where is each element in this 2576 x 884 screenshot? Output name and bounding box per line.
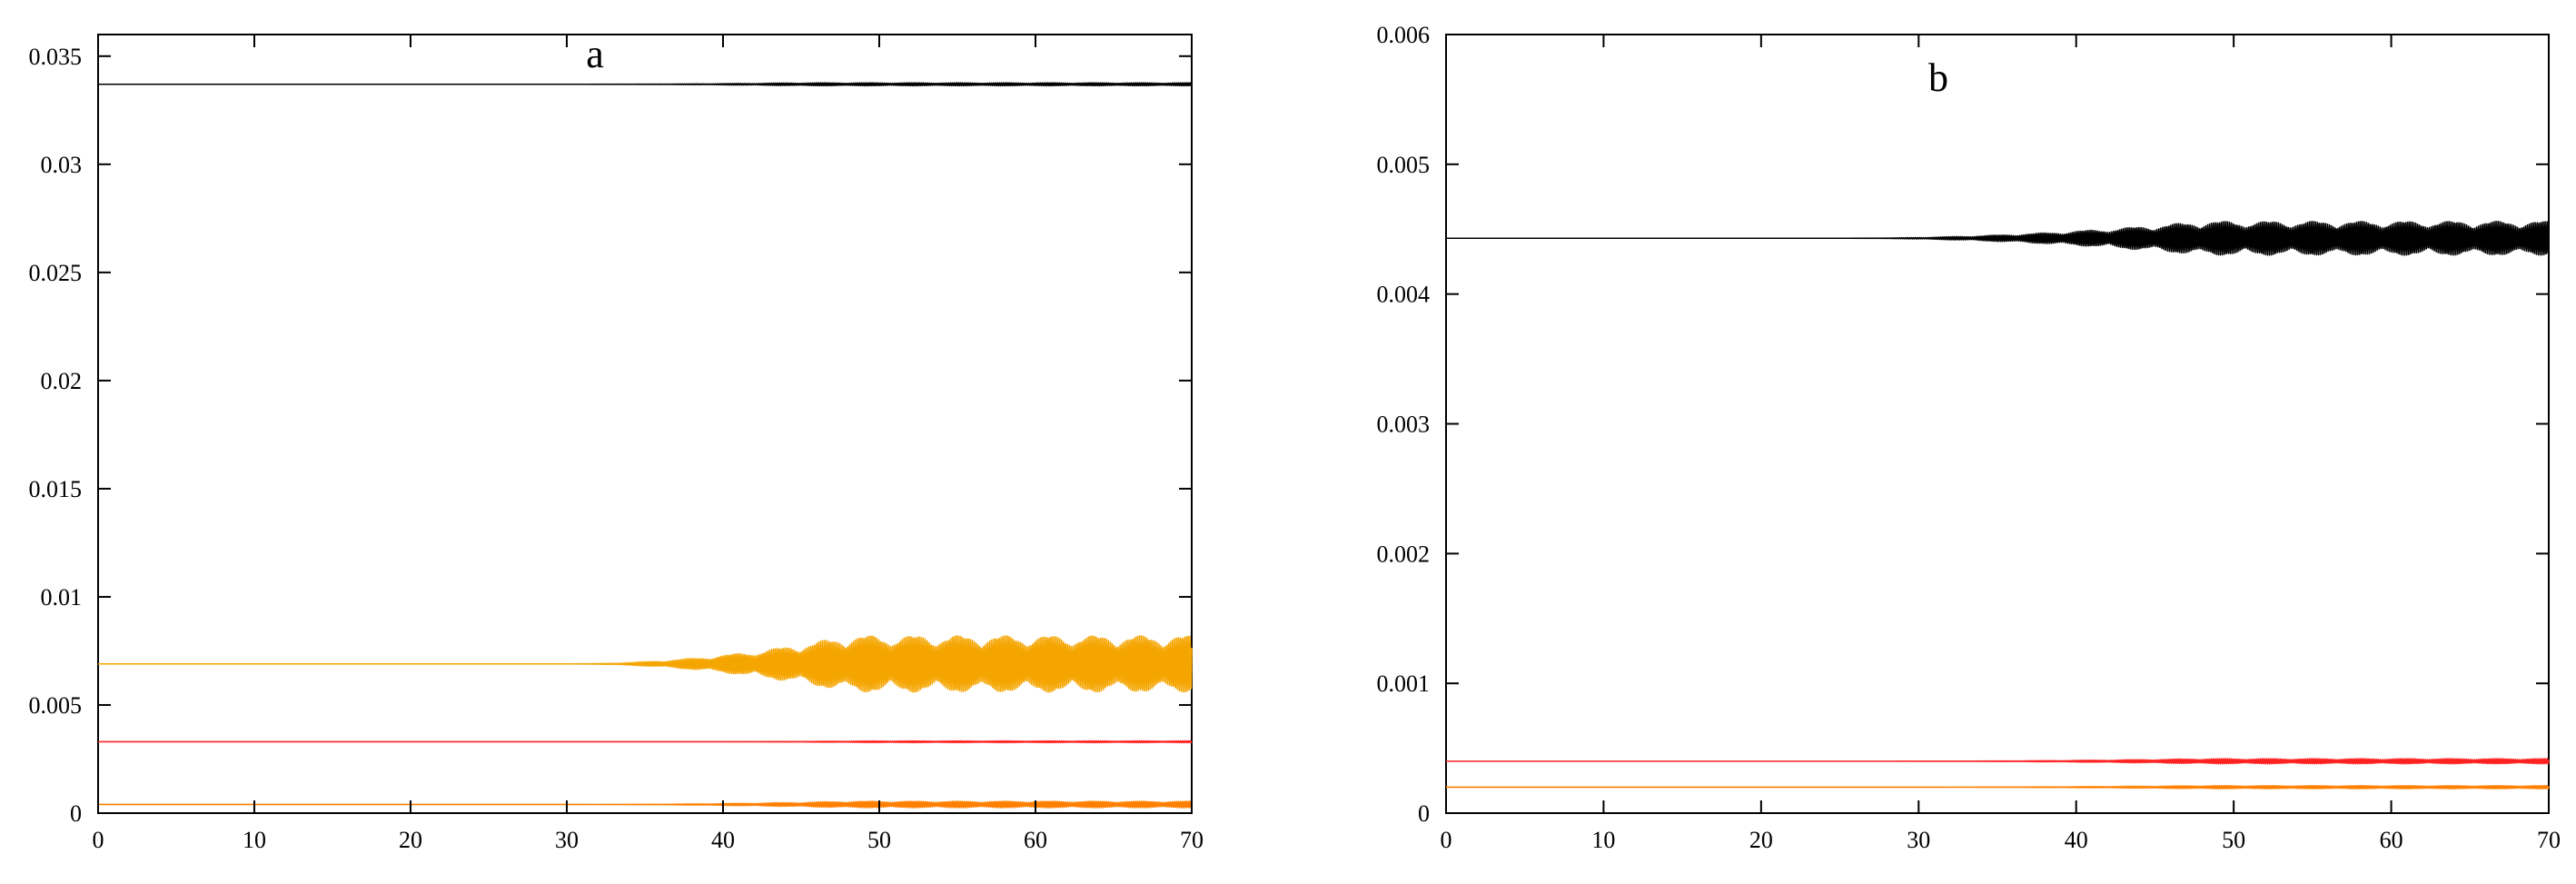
panel-a-series-1: [97, 635, 1193, 693]
panel-a-x-tick-label: 60: [1024, 827, 1047, 853]
panel-b-series-0: [1445, 220, 2550, 256]
panel-a-x-tick-label: 50: [867, 827, 891, 853]
panel-a-x-tick-label: 20: [399, 827, 422, 853]
panel-b-y-tick-label: 0.003: [1377, 412, 1431, 438]
panel-a-y-tick-label: 0.01: [41, 584, 83, 611]
panel-b-series-1: [1445, 758, 2550, 765]
panel-a-x-tick-label: 0: [93, 827, 104, 853]
panel-b-y-tick-label: 0: [1418, 800, 1430, 827]
panel-b-y-tick-label: 0.004: [1377, 282, 1431, 308]
panel-a-y-tick-label: 0.025: [29, 260, 83, 286]
panel-b-x-tick-label: 20: [1749, 827, 1773, 853]
panel-b-x-tick-label: 40: [2065, 827, 2088, 853]
panel-b-series-2: [1445, 784, 2550, 790]
panel-a: a 0 10 20 30 40 50 60 70 0 0.005 0.01 0.015 0.02 0.02…: [29, 32, 1204, 853]
panel-b-y-tick-label: 0.002: [1377, 541, 1431, 567]
panel-a-x-tick-label: 10: [243, 827, 266, 853]
panel-b-y-tick-label: 0.005: [1377, 152, 1431, 178]
panel-b-label: b: [1928, 55, 1948, 100]
panel-a-y-tick-label: 0.005: [29, 692, 83, 719]
panel-a-y-tick-label: 0: [70, 800, 82, 827]
panel-a-series-0: [97, 82, 1193, 87]
panel-b-x-tick-label: 30: [1907, 827, 1930, 853]
panel-b-y-tick-label: 0.001: [1377, 670, 1431, 697]
panel-b-x-tick-label: 60: [2380, 827, 2403, 853]
panel-a-frame: [97, 34, 1193, 814]
panel-a-y-tick-label: 0.02: [41, 368, 83, 394]
panel-b: b 0 10 20 30 40 50 60 70 0 0.001 0.002 0.003 0.004 0.…: [1377, 22, 2561, 853]
panel-a-x-tick-label: 40: [711, 827, 735, 853]
panel-b-x-tick-label: 50: [2222, 827, 2245, 853]
panel-b-x-tick-label: 10: [1591, 827, 1615, 853]
panel-b-y-tick-label: 0.006: [1377, 22, 1431, 48]
panel-a-y-tick-label: 0.03: [41, 152, 83, 178]
panel-a-series-3: [97, 800, 1193, 809]
panel-b-x-tick-label: 0: [1441, 827, 1452, 853]
panel-b-x-tick-label: 70: [2537, 827, 2561, 853]
panel-a-y-tick-label: 0.015: [29, 476, 83, 502]
panel-a-label: a: [586, 32, 604, 76]
panel-a-y-tick-label: 0.035: [29, 44, 83, 70]
panel-a-series-2: [97, 740, 1193, 744]
panel-a-x-tick-label: 70: [1180, 827, 1204, 853]
panel-a-x-tick-label: 30: [555, 827, 579, 853]
panel-b-frame: [1445, 34, 2550, 814]
